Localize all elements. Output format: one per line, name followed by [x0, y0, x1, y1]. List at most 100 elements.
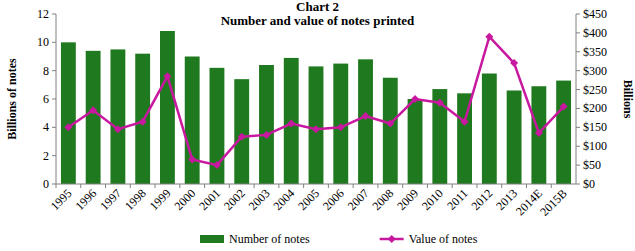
- legend-label: Value of notes: [409, 232, 478, 246]
- category-label: 2009: [394, 186, 421, 213]
- marker: [386, 120, 394, 128]
- legend-key: [388, 235, 396, 243]
- marker: [337, 123, 345, 131]
- category-label: 2003: [246, 186, 273, 213]
- marker: [362, 112, 370, 120]
- tick: [179, 184, 180, 188]
- category-label: 2001: [196, 186, 223, 213]
- bar: [160, 31, 175, 184]
- tick: [229, 184, 230, 188]
- tick: [576, 89, 580, 90]
- tick: [427, 184, 428, 188]
- tick: [52, 99, 56, 100]
- category-label: 2011: [444, 186, 471, 213]
- bar: [482, 74, 497, 185]
- tick: [52, 42, 56, 43]
- background: [0, 0, 635, 251]
- tick-label: 4: [43, 120, 49, 134]
- tick-label: $350: [583, 45, 607, 59]
- tick-label: $200: [583, 101, 607, 115]
- category-label: 2012: [469, 186, 496, 213]
- tick-label: 12: [37, 7, 49, 21]
- bar: [507, 91, 522, 185]
- category-label: 2015B: [537, 186, 570, 219]
- category-label: 2005: [295, 186, 322, 213]
- marker: [287, 120, 295, 128]
- tick: [52, 184, 56, 185]
- bar: [110, 49, 125, 184]
- tick: [576, 184, 580, 185]
- tick: [576, 108, 580, 109]
- y2-axis: [576, 14, 577, 184]
- marker: [114, 125, 122, 133]
- tick: [576, 70, 580, 71]
- bar: [135, 54, 150, 184]
- tick: [402, 184, 403, 188]
- bar: [259, 65, 274, 184]
- tick: [52, 127, 56, 128]
- tick: [576, 14, 580, 15]
- marker: [461, 118, 469, 126]
- tick-label: $250: [583, 83, 607, 97]
- marker: [163, 72, 171, 80]
- tick: [105, 184, 106, 188]
- chart: 024681012$0$50$100$150$200$250$300$350$4…: [0, 0, 635, 251]
- bar: [408, 99, 423, 184]
- marker: [485, 33, 493, 41]
- tick: [452, 184, 453, 188]
- bar: [234, 79, 249, 184]
- category-label: 1997: [97, 186, 124, 213]
- tick: [328, 184, 329, 188]
- category-label: 2004: [270, 186, 297, 213]
- marker: [411, 95, 419, 103]
- marker: [560, 103, 568, 111]
- axis-title: Billions: [621, 80, 635, 119]
- category-label: 2000: [171, 186, 198, 213]
- marker: [238, 133, 246, 141]
- marker: [535, 129, 543, 137]
- tick-label: $300: [583, 64, 607, 78]
- marker: [436, 99, 444, 107]
- category-label: 2010: [419, 186, 446, 213]
- tick-label: $50: [583, 158, 601, 172]
- tick: [353, 184, 354, 188]
- tick-label: 10: [37, 35, 49, 49]
- bar: [61, 42, 76, 184]
- category-label: 1996: [72, 186, 99, 213]
- subtitle: Number and value of notes printed: [221, 13, 415, 28]
- tick-label: 6: [43, 92, 49, 106]
- category-label: 1999: [147, 186, 174, 213]
- tick: [52, 70, 56, 71]
- tick: [155, 184, 156, 188]
- bar: [556, 81, 571, 184]
- category-label: 1995: [48, 186, 75, 213]
- tick: [501, 184, 502, 188]
- marker: [510, 59, 518, 67]
- tick: [551, 184, 552, 188]
- tick: [526, 184, 527, 188]
- tick: [278, 184, 279, 188]
- tick-label: $0: [583, 177, 595, 191]
- tick-label: $150: [583, 120, 607, 134]
- tick: [130, 184, 131, 188]
- tick: [52, 14, 56, 15]
- bar: [531, 86, 546, 184]
- tick: [576, 32, 580, 33]
- legend: Number of notesValue of notes: [200, 232, 478, 246]
- bar: [383, 78, 398, 184]
- tick-label: 2: [43, 149, 49, 163]
- bar: [86, 51, 101, 184]
- marker: [213, 161, 221, 169]
- tick-label: $100: [583, 139, 607, 153]
- x-axis: [56, 184, 576, 185]
- marker: [188, 155, 196, 163]
- category-label: 2008: [370, 186, 397, 213]
- category-label: 2007: [345, 186, 372, 213]
- marker: [64, 123, 72, 131]
- bar: [185, 57, 200, 185]
- marker: [312, 125, 320, 133]
- bar: [358, 59, 373, 184]
- marker: [262, 131, 270, 139]
- line: [68, 37, 563, 165]
- category-label: 2014E: [513, 186, 545, 218]
